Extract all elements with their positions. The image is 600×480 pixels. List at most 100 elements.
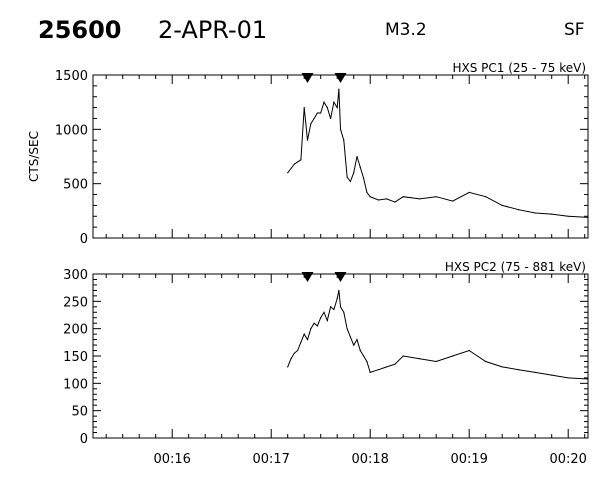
data-point bbox=[290, 358, 292, 360]
data-point bbox=[363, 177, 365, 179]
y-tick-label: 50 bbox=[71, 405, 88, 420]
data-point bbox=[501, 204, 503, 206]
data-point bbox=[353, 172, 355, 174]
data-point bbox=[452, 355, 454, 357]
y-tick-label: 250 bbox=[63, 295, 88, 310]
data-point bbox=[377, 369, 380, 371]
data-point bbox=[306, 339, 309, 341]
x-tick-label: 00:19 bbox=[450, 452, 487, 467]
plot-title: HXS PC1 (25 - 75 keV) bbox=[452, 61, 586, 75]
data-point bbox=[330, 117, 332, 120]
data-point bbox=[356, 339, 358, 341]
data-point bbox=[316, 112, 318, 114]
data-point bbox=[303, 333, 305, 335]
data-point bbox=[534, 371, 536, 373]
data-point bbox=[293, 352, 295, 354]
y-tick-label: 1000 bbox=[55, 123, 88, 138]
data-point bbox=[313, 117, 315, 120]
data-point bbox=[326, 319, 328, 322]
plot-frame bbox=[92, 273, 589, 439]
data-point bbox=[300, 341, 302, 343]
data-point bbox=[369, 196, 371, 198]
data-point bbox=[349, 180, 351, 183]
data-point bbox=[468, 349, 470, 352]
data-point bbox=[359, 166, 361, 168]
data-point bbox=[343, 311, 345, 313]
data-point bbox=[316, 325, 318, 327]
y-tick-label: 0 bbox=[80, 432, 88, 447]
data-point bbox=[336, 107, 338, 109]
plot-frame bbox=[92, 74, 589, 239]
data-point bbox=[419, 198, 421, 200]
y-tick-label: 150 bbox=[63, 350, 88, 365]
data-point bbox=[419, 358, 421, 360]
x-tick-label: 00:17 bbox=[252, 452, 289, 467]
data-point bbox=[363, 355, 365, 357]
y-tick-label: 300 bbox=[63, 268, 88, 283]
time-marker bbox=[301, 73, 314, 83]
data-point bbox=[310, 123, 312, 125]
data-point bbox=[587, 216, 589, 218]
data-point bbox=[297, 161, 299, 163]
data-point bbox=[394, 363, 396, 365]
data-point bbox=[339, 306, 342, 308]
data-point bbox=[338, 289, 340, 291]
goes-class: M3.2 bbox=[385, 20, 427, 40]
data-point bbox=[551, 374, 553, 376]
x-tick-label: 00:18 bbox=[351, 452, 388, 467]
data-point bbox=[587, 378, 589, 380]
y-axis-label: CTS/SEC bbox=[27, 131, 41, 182]
data-point bbox=[468, 191, 470, 193]
data-point bbox=[297, 349, 299, 352]
data-point bbox=[402, 355, 404, 357]
event-date: 2-APR-01 bbox=[158, 16, 268, 44]
data-point bbox=[330, 306, 332, 308]
data-point bbox=[435, 196, 437, 198]
data-point bbox=[501, 366, 503, 368]
data-point bbox=[346, 176, 348, 178]
data-point bbox=[386, 366, 388, 368]
event-number: 25600 bbox=[38, 16, 122, 44]
data-point bbox=[518, 369, 520, 371]
plot-title: HXS PC2 (75 - 881 keV) bbox=[445, 260, 586, 274]
time-marker bbox=[301, 272, 314, 282]
data-point bbox=[300, 159, 302, 161]
data-point bbox=[326, 107, 328, 109]
data-point bbox=[534, 212, 536, 214]
y-tick-label: 200 bbox=[63, 323, 88, 338]
data-point bbox=[338, 88, 340, 90]
y-tick-label: 500 bbox=[63, 178, 88, 193]
data-point bbox=[377, 199, 380, 201]
data-point bbox=[353, 344, 355, 346]
data-point bbox=[567, 215, 569, 217]
data-point bbox=[359, 349, 361, 352]
y-tick-label: 100 bbox=[63, 377, 88, 392]
series-line bbox=[287, 89, 589, 218]
data-point bbox=[369, 371, 371, 373]
data-point bbox=[333, 308, 335, 311]
x-tick-label: 00:16 bbox=[153, 452, 190, 467]
data-point bbox=[386, 198, 388, 200]
data-point bbox=[320, 112, 322, 114]
data-point bbox=[394, 201, 396, 203]
series-line bbox=[287, 290, 589, 380]
data-point bbox=[287, 172, 289, 174]
data-point bbox=[287, 366, 289, 368]
data-point bbox=[402, 196, 404, 198]
time-marker bbox=[334, 73, 347, 83]
data-point bbox=[336, 298, 338, 300]
data-point bbox=[435, 360, 437, 363]
data-point bbox=[290, 167, 292, 170]
data-point bbox=[339, 128, 342, 130]
data-point bbox=[323, 101, 325, 103]
data-point bbox=[518, 209, 520, 211]
data-point bbox=[310, 328, 312, 330]
data-point bbox=[485, 196, 487, 198]
data-point bbox=[452, 200, 454, 202]
data-point bbox=[313, 322, 315, 324]
flag-label: SF bbox=[564, 20, 585, 40]
data-point bbox=[293, 163, 295, 165]
data-point bbox=[303, 107, 305, 109]
data-point bbox=[323, 311, 325, 313]
